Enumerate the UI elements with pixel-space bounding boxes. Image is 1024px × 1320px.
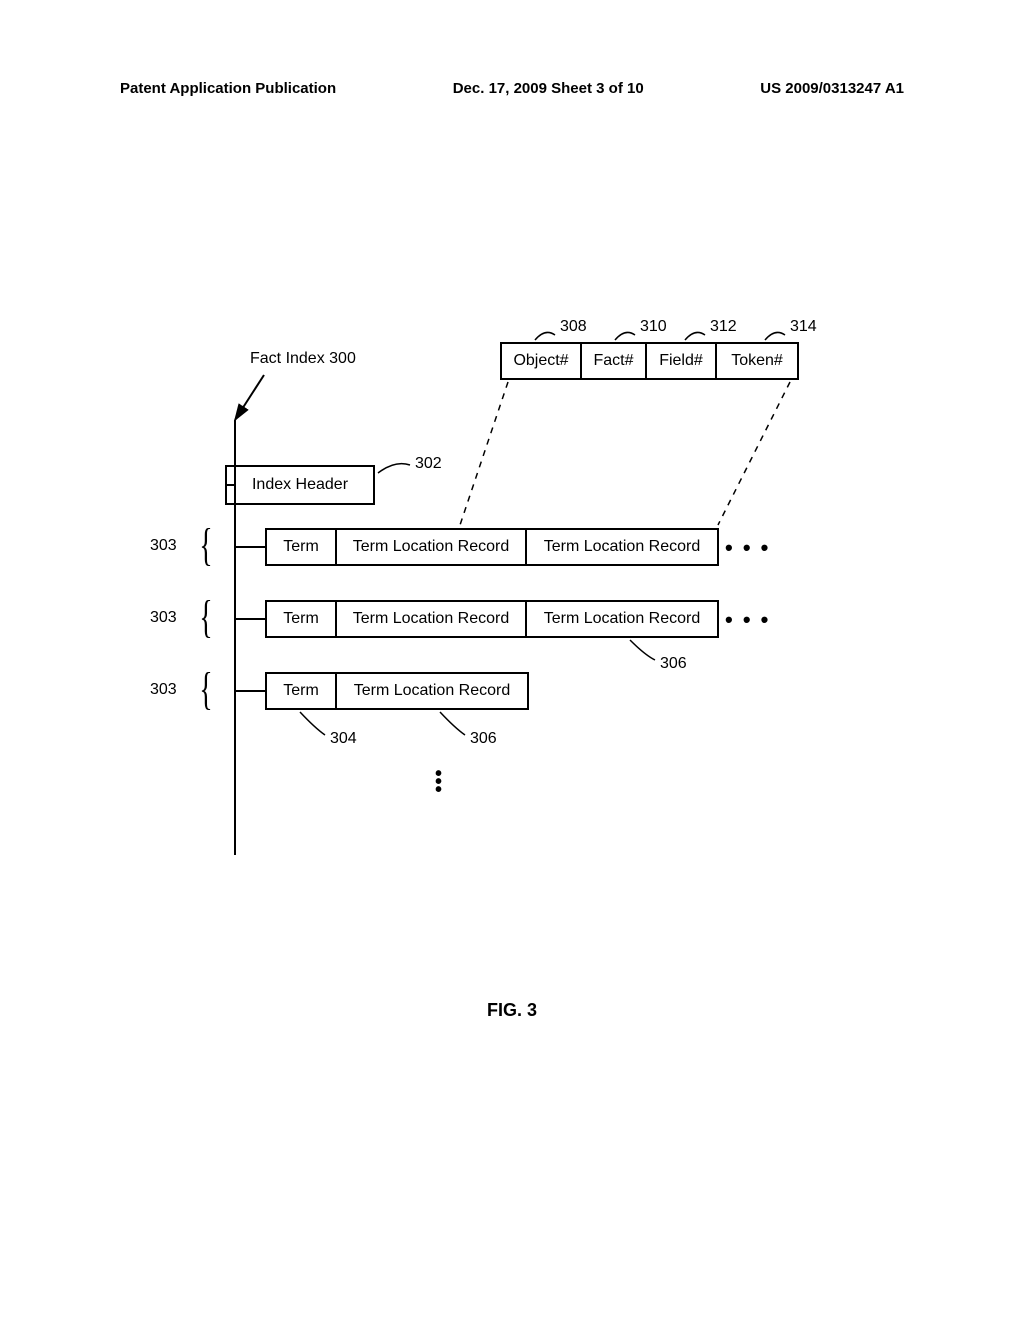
- term-cell: Term: [267, 530, 337, 564]
- row-label-2: 303: [150, 609, 177, 627]
- record-cell: Term Location Record: [337, 674, 527, 708]
- ref-304: 304: [330, 730, 357, 748]
- record-cell: Term Location Record: [337, 602, 527, 636]
- record-cell: Term Location Record: [527, 602, 717, 636]
- ellipsis-icon: • • •: [725, 535, 770, 561]
- brace-icon: {: [199, 662, 212, 715]
- fact-index-title: Fact Index 300: [250, 350, 356, 368]
- term-row-3: Term Term Location Record: [265, 672, 529, 710]
- index-header-box: Index Header: [225, 465, 375, 505]
- ref-306-b: 306: [470, 730, 497, 748]
- page-header: Patent Application Publication Dec. 17, …: [120, 80, 904, 97]
- pub-number: US 2009/0313247 A1: [760, 80, 904, 97]
- term-cell: Term: [267, 602, 337, 636]
- vertical-ellipsis-icon: •••: [435, 770, 442, 794]
- ellipsis-icon: • • •: [725, 607, 770, 633]
- ref-302: 302: [415, 455, 442, 473]
- term-cell: Term: [267, 674, 337, 708]
- row-label-3: 303: [150, 681, 177, 699]
- row-label-1: 303: [150, 537, 177, 555]
- connector-lines: [0, 300, 1024, 1000]
- brace-icon: {: [199, 590, 212, 643]
- detail-row: Object# Fact# Field# Token#: [500, 342, 799, 380]
- record-cell: Term Location Record: [337, 530, 527, 564]
- detail-cell-field: Field#: [647, 344, 717, 378]
- term-row-2: Term Term Location Record Term Location …: [265, 600, 719, 638]
- diagram-area: Fact Index 300 Object# Fact# Field# Toke…: [0, 300, 1024, 1000]
- brace-icon: {: [199, 518, 212, 571]
- term-row-1: Term Term Location Record Term Location …: [265, 528, 719, 566]
- figure-caption: FIG. 3: [0, 1000, 1024, 1021]
- ref-314: 314: [790, 318, 817, 336]
- ref-306-a: 306: [660, 655, 687, 673]
- pub-title: Patent Application Publication: [120, 80, 336, 97]
- ref-308: 308: [560, 318, 587, 336]
- detail-cell-fact: Fact#: [582, 344, 647, 378]
- ref-312: 312: [710, 318, 737, 336]
- detail-cell-token: Token#: [717, 344, 797, 378]
- record-cell: Term Location Record: [527, 530, 717, 564]
- detail-cell-object: Object#: [502, 344, 582, 378]
- sheet-info: Dec. 17, 2009 Sheet 3 of 10: [453, 80, 644, 97]
- ref-310: 310: [640, 318, 667, 336]
